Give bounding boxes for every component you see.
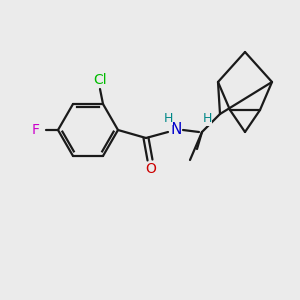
Text: H: H: [202, 112, 212, 125]
Text: F: F: [32, 123, 40, 137]
Text: O: O: [146, 162, 156, 176]
Text: Cl: Cl: [93, 73, 107, 87]
Text: H: H: [163, 112, 173, 124]
Text: N: N: [170, 122, 182, 136]
